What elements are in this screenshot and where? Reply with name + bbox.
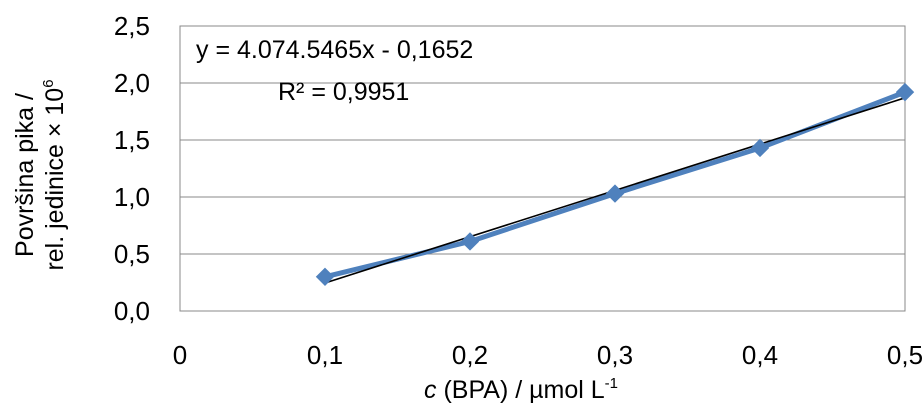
plot-area-border — [179, 25, 906, 312]
gridlines — [180, 82, 905, 255]
data-point-marker — [315, 267, 335, 287]
y-axis-title: Površina pika / rel. jedinice × 106 — [11, 79, 69, 270]
data-point-marker — [895, 82, 915, 102]
x-tick-label: 0,1 — [307, 340, 343, 370]
y-tick-label: 0,5 — [114, 239, 150, 269]
r-squared-label: R² = 0,9951 — [278, 78, 409, 106]
trendline-equation: y = 4.074.5465x - 0,1652 — [196, 36, 473, 64]
x-tick-label: 0,3 — [597, 340, 633, 370]
y-tick-label: 2,0 — [114, 68, 150, 98]
y-tick-label: 1,5 — [114, 125, 150, 155]
y-axis-title-line1: Površina pika / — [11, 93, 39, 257]
y-axis-tick-labels: 0,0 0,5 1,0 1,5 2,0 2,5 — [114, 11, 150, 326]
x-tick-label: 0 — [173, 340, 187, 370]
y-axis-title-superscript: 6 — [40, 79, 57, 87]
data-point-marker — [460, 232, 480, 251]
x-axis-title-text: (BPA) / µmol L — [437, 376, 605, 404]
y-tick-label: 2,5 — [114, 11, 150, 41]
y-tick-label: 1,0 — [114, 182, 150, 212]
x-axis-title-superscript: -1 — [605, 375, 618, 392]
x-tick-label: 0,4 — [742, 340, 778, 370]
markers-group — [315, 82, 915, 287]
x-tick-label: 0,2 — [452, 340, 488, 370]
x-tick-label: 0,5 — [887, 340, 922, 370]
y-axis-title-line2: rel. jedinice × 106 — [40, 79, 69, 270]
x-axis-title: c (BPA) / µmol L-1 — [424, 375, 618, 404]
data-point-marker — [750, 138, 770, 158]
y-tick-label: 0,0 — [114, 296, 150, 326]
y-axis-title-line2-text: rel. jedinice × 10 — [41, 88, 69, 271]
x-axis-tick-labels: 0 0,1 0,2 0,3 0,4 0,5 — [173, 340, 922, 370]
x-axis-title-italic: c — [424, 376, 437, 404]
data-point-marker — [605, 184, 625, 203]
